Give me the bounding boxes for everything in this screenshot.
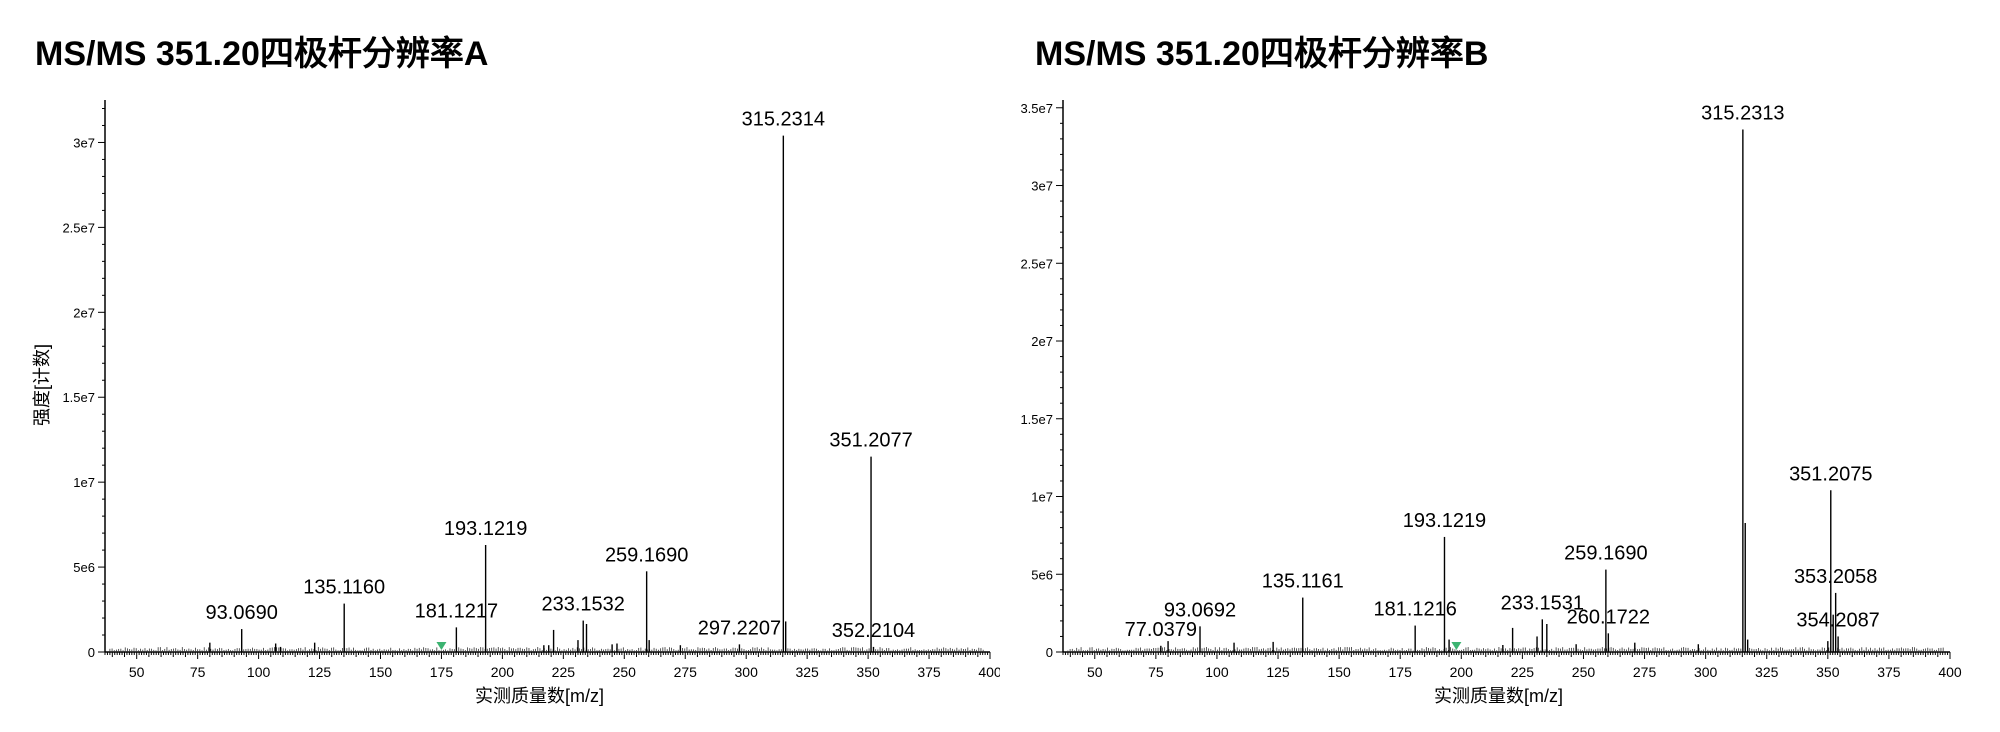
x-tick-label: 375 — [1877, 664, 1901, 680]
x-tick-label: 150 — [369, 664, 393, 680]
x-tick-label: 400 — [1938, 664, 1962, 680]
y-tick-label: 1e7 — [1031, 490, 1053, 505]
y-tick-label: 2.5e7 — [1020, 256, 1053, 271]
x-tick-label: 275 — [674, 664, 698, 680]
x-tick-label: 100 — [1205, 664, 1229, 680]
spectrum-panel-a: MS/MS 351.20四极杆分辨率A 50 75 100 125 150 175 200 2… — [32, 35, 1000, 706]
y-tick-label: 2e7 — [1031, 334, 1053, 349]
y-tick-label: 2e7 — [73, 305, 95, 320]
peak-label: 193.1219 — [444, 518, 527, 540]
x-tick-label: 400 — [978, 664, 1000, 680]
y-tick-label: 1.5e7 — [1020, 412, 1053, 427]
y-axis-label: 强度[计数] — [32, 344, 52, 426]
chart-title: MS/MS 351.20四极杆分辨率B — [1035, 35, 1489, 73]
y-tick-label: 2.5e7 — [62, 220, 95, 235]
peak-label: 93.0690 — [206, 602, 278, 624]
y-tick-label: 0 — [88, 645, 95, 660]
peak-label: 181.1217 — [415, 600, 498, 622]
peak-label: 315.2313 — [1701, 103, 1784, 125]
x-tick-label: 225 — [552, 664, 576, 680]
x-tick-label: 50 — [1087, 664, 1103, 680]
x-tick-label: 175 — [1389, 664, 1413, 680]
x-tick-label: 100 — [247, 664, 271, 680]
y-tick-label: 3e7 — [1031, 179, 1053, 194]
spectrum-chart-b: 50 75 100 125 150 175 200 225 250 275 300 325 350 375… — [1020, 100, 1962, 706]
x-tick-label: 275 — [1633, 664, 1657, 680]
x-tick-label: 325 — [1755, 664, 1779, 680]
peak-label: 233.1531 — [1501, 592, 1584, 614]
peak-label: 135.1160 — [303, 577, 385, 599]
peak-label: 259.1690 — [605, 544, 688, 566]
x-tick-label: 175 — [430, 664, 454, 680]
x-tick-label: 325 — [795, 664, 819, 680]
x-tick-label: 350 — [1816, 664, 1840, 680]
peak-label: 351.2077 — [829, 430, 912, 452]
x-tick-label: 50 — [129, 664, 145, 680]
y-tick-label: 1e7 — [73, 475, 95, 490]
x-tick-label: 300 — [1694, 664, 1718, 680]
peak-label: 351.2075 — [1789, 463, 1872, 485]
peak-label: 315.2314 — [742, 109, 825, 131]
peak-label: 352.2104 — [832, 620, 915, 642]
y-tick-label: 3e7 — [73, 135, 95, 150]
x-tick-label: 350 — [856, 664, 880, 680]
x-tick-label: 200 — [491, 664, 515, 680]
x-axis-label: 实测质量数[m/z] — [1434, 686, 1563, 706]
precursor-marker — [1451, 642, 1462, 650]
peak-label: 259.1690 — [1564, 543, 1647, 565]
peak-label: 193.1219 — [1403, 510, 1486, 532]
peak-label: 233.1532 — [542, 594, 625, 616]
peak-label: 260.1722 — [1567, 606, 1650, 628]
x-tick-label: 250 — [1572, 664, 1596, 680]
y-tick-label: 1.5e7 — [62, 390, 95, 405]
x-tick-label: 150 — [1327, 664, 1351, 680]
x-axis-label: 实测质量数[m/z] — [475, 686, 604, 706]
x-tick-label: 250 — [613, 664, 637, 680]
x-tick-label: 375 — [917, 664, 941, 680]
x-tick-label: 75 — [1148, 664, 1164, 680]
x-tick-label: 75 — [190, 664, 206, 680]
x-tick-label: 125 — [308, 664, 332, 680]
x-tick-label: 300 — [735, 664, 759, 680]
y-tick-label: 3.5e7 — [1020, 101, 1053, 116]
peak-label: 77.0379 — [1125, 619, 1197, 641]
precursor-marker — [436, 642, 447, 650]
peak-label: 181.1216 — [1373, 599, 1456, 621]
chart-title: MS/MS 351.20四极杆分辨率A — [35, 35, 489, 73]
x-tick-label: 200 — [1450, 664, 1474, 680]
y-tick-label: 5e6 — [1031, 567, 1053, 582]
x-tick-label: 225 — [1511, 664, 1535, 680]
peak-label: 297.2207 — [698, 617, 781, 639]
peak-label: 135.1161 — [1262, 571, 1344, 593]
peak-label: 354.2087 — [1796, 609, 1879, 631]
spectrum-panel-b: MS/MS 351.20四极杆分辨率B 50 75 100 125 150 175 200 2… — [1000, 0, 2000, 732]
spectrum-chart-a: 50 75 100 125 150 175 200 225 250 275 300 325 350 375… — [32, 100, 1000, 706]
peak-label: 93.0692 — [1164, 599, 1236, 621]
y-tick-label: 5e6 — [73, 560, 95, 575]
peak-label: 353.2058 — [1794, 566, 1877, 588]
y-tick-label: 0 — [1046, 645, 1053, 660]
x-tick-label: 125 — [1266, 664, 1290, 680]
